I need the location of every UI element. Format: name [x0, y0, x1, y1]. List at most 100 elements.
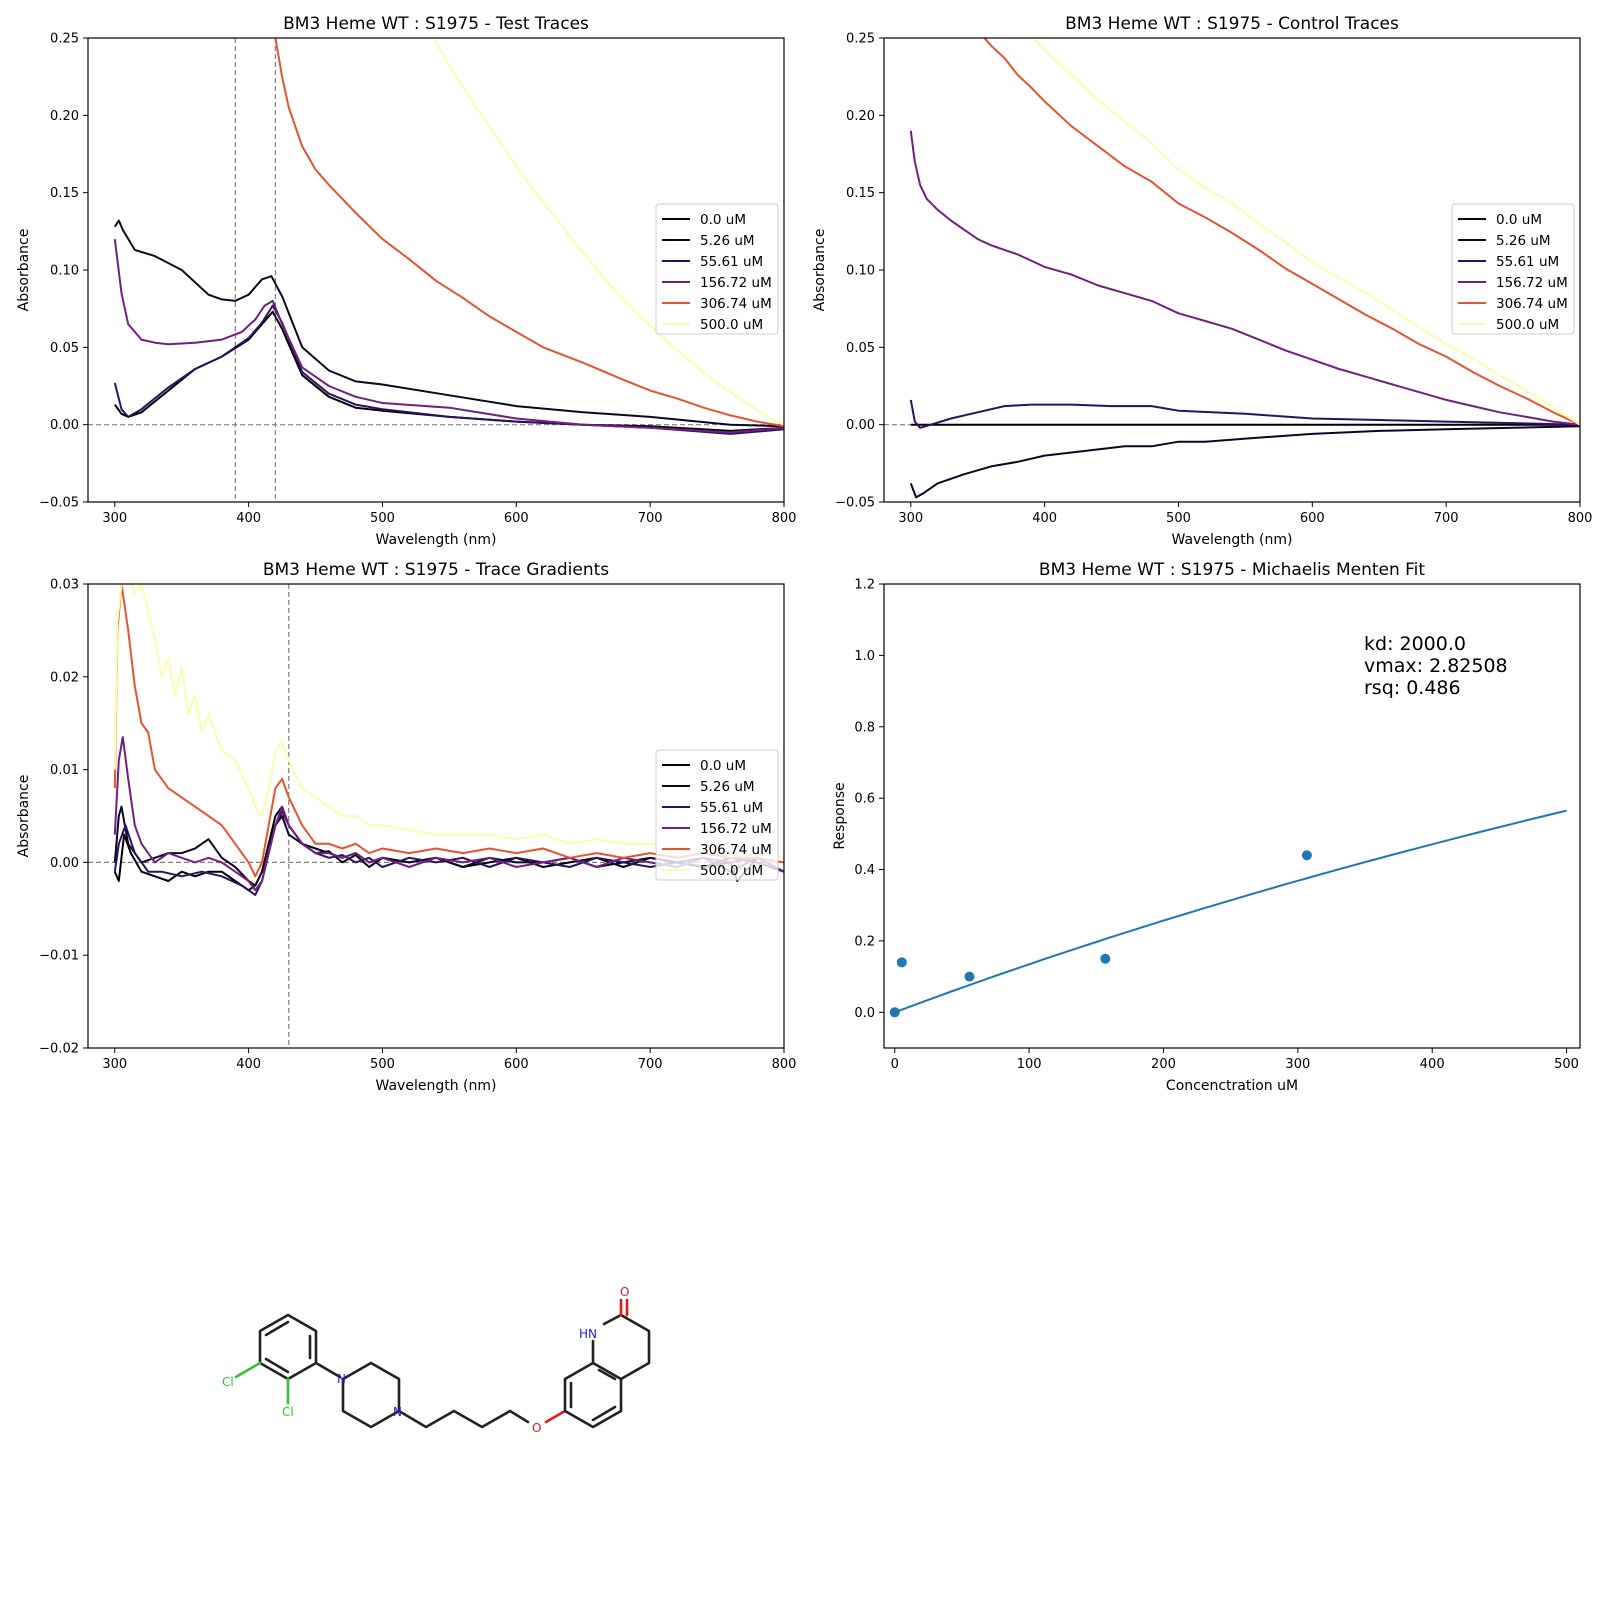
- x-tick-label-0: 300: [898, 511, 923, 526]
- legend-entry-1: 5.26 uM: [700, 779, 755, 795]
- atom-hn: HN: [579, 1327, 597, 1341]
- legend-entry-0: 0.0 uM: [1496, 212, 1542, 228]
- molecule-atom-labels: O HN N N O Cl Cl: [222, 1285, 629, 1435]
- legend-entry-5: 500.0 uM: [700, 863, 763, 879]
- molecule-structure: [234, 1298, 651, 1429]
- x-tick-label-2: 500: [370, 511, 395, 526]
- series-line-5: [113, 584, 784, 859]
- x-axis-label: Wavelength (nm): [376, 532, 497, 548]
- legend-entry-0: 0.0 uM: [700, 212, 746, 228]
- y-tick-label-2: 0.05: [50, 341, 79, 356]
- panel-control-traces: 300 400 500 600 700 800 −0.05 0.00 0.05 0.10 0.15 0…: [812, 14, 1592, 548]
- aromatic-ring: [563, 1361, 623, 1429]
- fit-annotation-2: rsq: 0.486: [1364, 677, 1461, 699]
- x-tick-label-4: 400: [1420, 1057, 1445, 1072]
- y-tick-label-5: 0.20: [846, 109, 875, 124]
- fit-curve: [894, 809, 1567, 1014]
- legend-entry-3: 156.72 uM: [700, 821, 772, 837]
- legend-entry-2: 55.61 uM: [700, 800, 763, 816]
- x-tick-label-2: 500: [370, 1057, 395, 1072]
- x-axis-label: Concenctration uM: [1166, 1078, 1298, 1094]
- data-point-1: [896, 957, 907, 968]
- phenyl-ring: [258, 1313, 318, 1381]
- panel-title: BM3 Heme WT : S1975 - Test Traces: [283, 14, 589, 34]
- series-line-1: [113, 219, 784, 428]
- plot-area: [88, 38, 784, 502]
- x-tick-label-5: 800: [772, 1057, 797, 1072]
- data-point-4: [1301, 850, 1312, 861]
- x-tick-label-5: 500: [1554, 1057, 1579, 1072]
- x-tick-label-2: 500: [1166, 511, 1191, 526]
- y-tick-label-4: 0.02: [50, 670, 79, 685]
- series-line-1: [113, 805, 784, 887]
- y-tick-label-3: 0.01: [50, 763, 79, 778]
- x-tick-label-4: 700: [1434, 511, 1459, 526]
- x-tick-label-0: 0: [891, 1057, 899, 1072]
- panel-title: BM3 Heme WT : S1975 - Trace Gradients: [263, 560, 609, 580]
- atom-o-carbonyl: O: [620, 1285, 629, 1299]
- y-tick-label-6: 1.2: [854, 578, 875, 593]
- y-tick-label-4: 0.15: [846, 186, 875, 201]
- legend-entry-2: 55.61 uM: [1496, 254, 1559, 270]
- legend-entry-1: 5.26 uM: [1496, 233, 1551, 249]
- x-tick-label-4: 700: [638, 1057, 663, 1072]
- series-line-5: [1033, 38, 1580, 426]
- x-tick-label-0: 300: [102, 1057, 127, 1072]
- y-tick-label-1: 0.00: [50, 418, 79, 433]
- data-point-0: [889, 1007, 900, 1018]
- series-line-3: [113, 238, 784, 434]
- series-line-4: [113, 584, 784, 878]
- x-tick-label-3: 600: [1300, 511, 1325, 526]
- series-line-4: [274, 38, 784, 428]
- x-tick-label-4: 700: [638, 511, 663, 526]
- legend: 0.0 uM 5.26 uM 55.61 uM 156.72 uM 306.74 uM 5…: [655, 749, 779, 881]
- x-axis-label: Wavelength (nm): [1172, 532, 1293, 548]
- y-tick-label-1: 0.00: [846, 418, 875, 433]
- atom-n-2: N: [393, 1405, 402, 1419]
- y-tick-label-2: 0.00: [50, 856, 79, 871]
- y-tick-label-5: 1.0: [854, 649, 875, 664]
- y-axis-label: Absorbance: [812, 229, 828, 312]
- atom-cl-2: Cl: [282, 1405, 294, 1419]
- legend-entry-3: 156.72 uM: [1496, 275, 1568, 291]
- x-tick-label-3: 300: [1285, 1057, 1310, 1072]
- fit-annotation-1: vmax: 2.82508: [1364, 655, 1508, 677]
- legend-entry-0: 0.0 uM: [700, 758, 746, 774]
- series-line-5: [432, 38, 784, 426]
- legend: 0.0 uM 5.26 uM 55.61 uM 156.72 uM 306.74 uM 5…: [1451, 203, 1575, 335]
- y-tick-label-3: 0.10: [50, 264, 79, 279]
- panel-title: BM3 Heme WT : S1975 - Michaelis Menten F…: [1039, 560, 1426, 580]
- panel-trace-gradients: 300 400 500 600 700 800 −0.02 −0.01 0.00 0.01 0.02…: [16, 560, 796, 1094]
- legend-box: [655, 203, 779, 335]
- x-axis-label: Wavelength (nm): [376, 1078, 497, 1094]
- y-tick-label-0: −0.02: [39, 1042, 79, 1057]
- legend-entry-3: 156.72 uM: [700, 275, 772, 291]
- x-tick-label-5: 800: [1568, 511, 1593, 526]
- x-tick-label-1: 100: [1017, 1057, 1042, 1072]
- legend: 0.0 uM 5.26 uM 55.61 uM 156.72 uM 306.74 uM 5…: [655, 203, 779, 335]
- atom-o-ether: O: [532, 1421, 541, 1435]
- legend-entry-2: 55.61 uM: [700, 254, 763, 270]
- legend-entry-1: 5.26 uM: [700, 233, 755, 249]
- plot-area: [88, 584, 784, 1048]
- panel-title: BM3 Heme WT : S1975 - Control Traces: [1065, 14, 1399, 34]
- y-tick-label-0: 0.0: [854, 1006, 875, 1021]
- series-line-4: [983, 38, 1580, 426]
- y-tick-label-4: 0.15: [50, 186, 79, 201]
- legend-box: [1451, 203, 1575, 335]
- x-tick-label-3: 600: [504, 1057, 529, 1072]
- series-line-3: [113, 736, 784, 892]
- y-tick-label-4: 0.8: [854, 720, 875, 735]
- plot-area: [889, 809, 1567, 1018]
- x-tick-label-1: 400: [1032, 511, 1057, 526]
- x-tick-label-2: 200: [1151, 1057, 1176, 1072]
- y-tick-label-2: 0.05: [846, 341, 875, 356]
- series-line-3: [909, 130, 1580, 426]
- y-tick-label-1: 0.2: [854, 934, 875, 949]
- y-tick-label-5: 0.03: [50, 578, 79, 593]
- legend-entry-5: 500.0 uM: [700, 317, 763, 333]
- y-tick-label-3: 0.10: [846, 264, 875, 279]
- legend-box: [655, 749, 779, 881]
- data-point-3: [1100, 953, 1111, 964]
- legend-entry-5: 500.0 uM: [1496, 317, 1559, 333]
